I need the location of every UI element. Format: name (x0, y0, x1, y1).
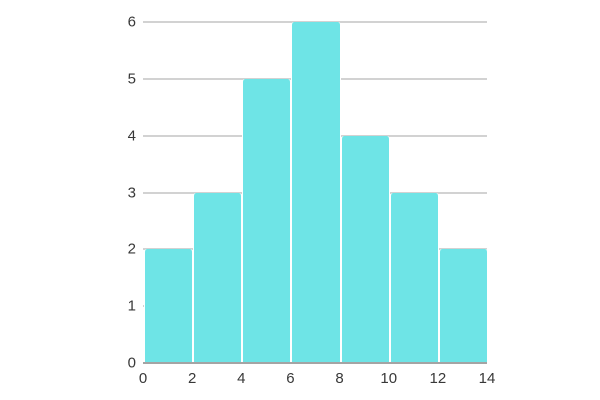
y-tick-label-0: 0 (127, 354, 136, 372)
histogram-bar-10-12 (389, 192, 439, 363)
y-tick-label-1: 1 (127, 297, 136, 315)
histogram-bar-8-10 (340, 135, 390, 363)
x-tick-label-8: 8 (335, 370, 344, 387)
x-tick-label-6: 6 (286, 370, 295, 387)
x-axis-line (143, 362, 487, 364)
histogram-bar-0-2 (144, 249, 194, 363)
x-tick-label-0: 0 (138, 370, 148, 387)
histogram-bar-6-8 (291, 22, 341, 363)
x-tick-label-4: 4 (237, 370, 246, 387)
x-tick-label-12: 12 (429, 370, 447, 387)
y-tick-label-3: 3 (127, 184, 136, 201)
x-tick-label-14: 14 (478, 370, 496, 387)
y-tick-label-2: 2 (127, 240, 136, 258)
plot-area (143, 21, 488, 364)
x-tick-label-10: 10 (380, 370, 398, 387)
histogram-bar-4-6 (242, 78, 292, 363)
y-tick-label-4: 4 (127, 127, 136, 145)
histogram-bar-2-4 (193, 192, 243, 363)
y-tick-label-6: 6 (127, 13, 136, 31)
x-tick-label-2: 2 (187, 370, 197, 387)
histogram-bar-12-14 (438, 249, 488, 363)
y-tick-label-5: 5 (127, 70, 136, 88)
